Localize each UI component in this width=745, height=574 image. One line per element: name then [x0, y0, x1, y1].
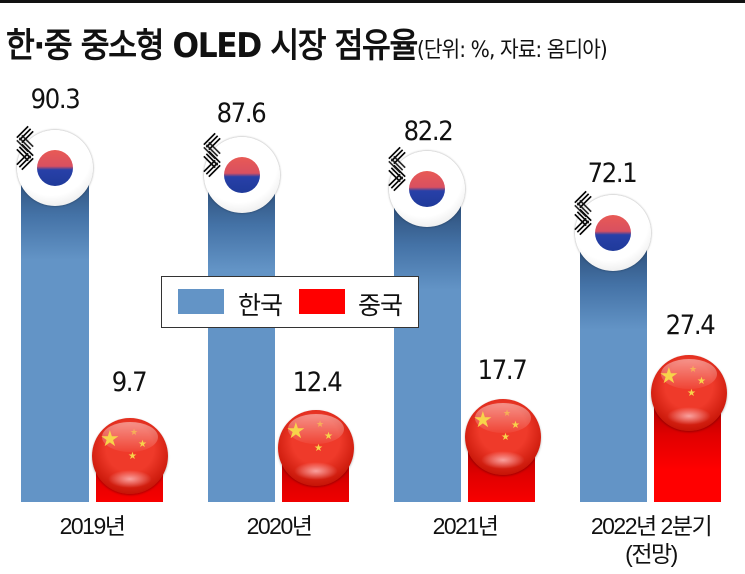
- korea-flag-icon: [203, 132, 280, 213]
- value-label-korea-2020: 87.6: [216, 98, 267, 129]
- bar-korea-2021: [394, 200, 461, 502]
- x-axis-label-2019: 2019년: [59, 513, 126, 539]
- legend-label-china: 중국: [358, 292, 403, 320]
- legend: 한국 중국: [161, 276, 419, 328]
- china-flag-icon: ★ ★ ★ ★: [651, 355, 727, 431]
- title-text: 한·중 중소형 OLED 시장 점유율: [6, 26, 418, 66]
- x-axis-label-2022-q2: 2022년 2분기 (전망): [566, 512, 736, 568]
- value-label-china-2019: 9.7: [111, 367, 148, 398]
- chart-title: 한·중 중소형 OLED 시장 점유율(단위: %, 자료: 옴디아): [6, 18, 608, 67]
- bar-korea-2020: [208, 180, 275, 502]
- value-label-china-2022-q2: 27.4: [665, 310, 716, 341]
- value-label-korea-2021: 82.2: [403, 116, 454, 147]
- value-label-korea-2019: 90.3: [30, 84, 81, 115]
- x-axis-label-2021: 2021년: [432, 513, 499, 539]
- value-label-china-2021: 17.7: [477, 355, 528, 386]
- korea-flag-icon: [388, 146, 465, 227]
- unit-source-note: (단위: %, 자료: 옴디아): [416, 38, 608, 63]
- china-flag-icon: ★ ★ ★ ★: [92, 418, 168, 494]
- x-axis-label-2022-line2: (전망): [625, 541, 678, 567]
- legend-swatch-korea: [178, 289, 224, 314]
- china-flag-icon: ★ ★ ★ ★: [278, 410, 354, 486]
- x-axis-label-2020: 2020년: [246, 513, 313, 539]
- value-label-china-2020: 12.4: [292, 367, 343, 398]
- korea-flag-icon: [574, 190, 651, 271]
- x-axis-label-2022-line1: 2022년 2분기: [590, 513, 713, 539]
- bar-korea-2022-q2: [580, 240, 647, 502]
- legend-label-korea: 한국: [238, 292, 283, 320]
- top-rule: [0, 0, 745, 3]
- legend-swatch-china: [299, 289, 345, 314]
- bar-korea-2019: [21, 170, 89, 502]
- value-label-korea-2022-q2: 72.1: [587, 158, 638, 189]
- china-flag-icon: ★ ★ ★ ★: [465, 399, 541, 475]
- korea-flag-icon: [16, 125, 93, 206]
